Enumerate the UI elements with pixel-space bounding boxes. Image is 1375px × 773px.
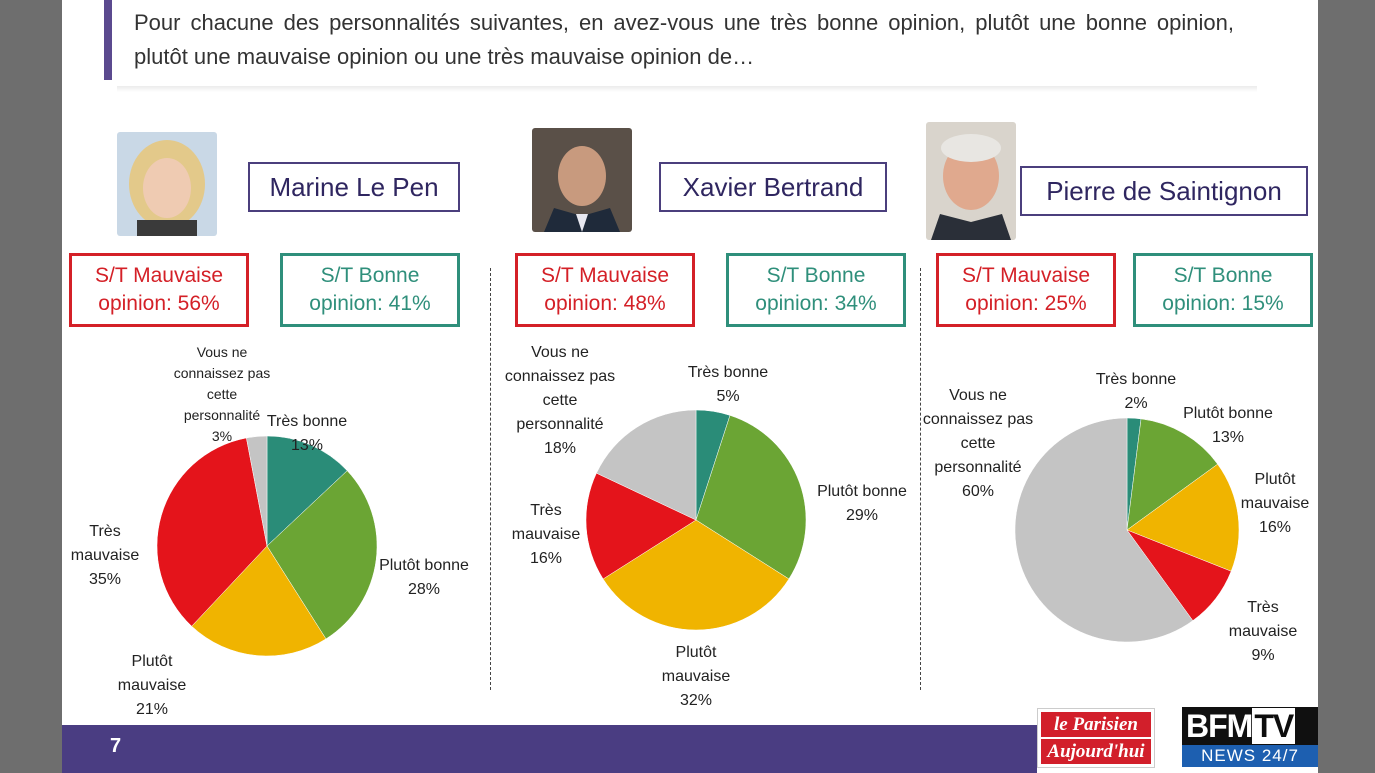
bfm-brand: BFM xyxy=(1186,708,1253,744)
pie-3-label-plutot_bonne: Plutôt bonne 13% xyxy=(1183,405,1273,446)
good-opinion-box-1: S/T Bonne opinion: 41% xyxy=(280,253,460,327)
logo-text-line-2: Aujourd'hui xyxy=(1041,739,1151,764)
pie-1-slice-tres_bonne xyxy=(266,435,348,547)
photo-pierre-de-saintignon xyxy=(926,122,1016,240)
person-name: Pierre de Saintignon xyxy=(1046,175,1282,206)
question-text: Pour chacune des personnalités suivantes… xyxy=(134,10,1234,69)
pie-1-label-plutot_mauvaise: Plutôt mauvaise 21% xyxy=(118,653,187,718)
bad-summary-line-1: S/T Mauvaise xyxy=(95,264,223,287)
pie-2-label-plutot_mauvaise: Plutôt mauvaise 32% xyxy=(662,644,731,709)
footer-band xyxy=(62,725,1037,773)
good-summary-line-1: S/T Bonne xyxy=(1173,264,1273,287)
pie-3-label-plutot_mauvaise: Plutôt mauvaise 16% xyxy=(1241,471,1310,536)
pie-2-label-plutot_bonne: Plutôt bonne 29% xyxy=(817,483,907,524)
page-number: 7 xyxy=(110,735,122,757)
name-box-xavier-bertrand: Xavier Bertrand xyxy=(659,162,887,212)
good-summary-line-2: opinion: 41% xyxy=(309,292,431,315)
le-parisien-logo: le Parisien Aujourd'hui xyxy=(1037,708,1155,768)
bad-summary-line-1: S/T Mauvaise xyxy=(962,264,1090,287)
portrait-photo-icon xyxy=(926,122,1016,240)
pie-1-slice-plutot_mauvaise xyxy=(191,545,327,657)
pie-3-label-tres_bonne: Très bonne 2% xyxy=(1096,371,1176,412)
name-box-pierre-de-saintignon: Pierre de Saintignon xyxy=(1020,166,1308,216)
portrait-photo-icon xyxy=(532,128,632,232)
good-summary-line-1: S/T Bonne xyxy=(766,264,866,287)
pie-charts: Très bonne 13% Plutôt bonne 28% Plutôt mauvai… xyxy=(71,344,1310,718)
good-opinion-box-3: S/T Bonne opinion: 15% xyxy=(1133,253,1313,327)
bad-summary-line-2: opinion: 48% xyxy=(544,292,666,315)
logo-text-line-1: le Parisien xyxy=(1041,712,1151,737)
bad-opinion-box-1: S/T Mauvaise opinion: 56% xyxy=(69,253,249,327)
bad-summary-line-2: opinion: 56% xyxy=(98,292,220,315)
pie-2-slice-plutot_bonne xyxy=(695,415,807,580)
slide: Pour chacune des personnalités suivantes… xyxy=(62,0,1318,773)
pie-2-slice-plutot_mauvaise xyxy=(602,519,790,631)
pie-2-label-inconnu: Vous ne connaissez pas cette personnalité 18… xyxy=(505,344,615,457)
bad-summary-line-1: S/T Mauvaise xyxy=(541,264,669,287)
pie-3-slice-plutot_mauvaise xyxy=(1126,463,1240,572)
pie-2-slice-inconnu xyxy=(596,409,697,521)
bad-summary-line-2: opinion: 25% xyxy=(965,292,1087,315)
bad-opinion-box-3: S/T Mauvaise opinion: 25% xyxy=(936,253,1116,327)
portrait-photo-icon xyxy=(117,132,217,236)
pie-1-slice-plutot_bonne xyxy=(266,470,378,640)
pie-1-label-tres_bonne: Très bonne 13% xyxy=(267,413,347,454)
pie-3-slice-inconnu xyxy=(1014,417,1194,643)
column-divider-2 xyxy=(920,268,921,690)
pie-1-slice-tres_mauvaise xyxy=(156,437,268,627)
person-name: Xavier Bertrand xyxy=(682,171,864,202)
good-summary-line-1: S/T Bonne xyxy=(320,264,420,287)
column-divider-1 xyxy=(490,268,491,690)
pie-2-label-tres_bonne: Très bonne 5% xyxy=(688,364,768,405)
accent-bar xyxy=(104,0,112,80)
good-opinion-box-2: S/T Bonne opinion: 34% xyxy=(726,253,906,327)
bad-opinion-box-2: S/T Mauvaise opinion: 48% xyxy=(515,253,695,327)
good-summary-line-2: opinion: 15% xyxy=(1162,292,1284,315)
pie-3-slice-plutot_bonne xyxy=(1126,418,1218,531)
name-box-marine-le-pen: Marine Le Pen xyxy=(248,162,460,212)
pie-3-label-tres_mauvaise: Très mauvaise 9% xyxy=(1229,599,1298,664)
pie-2-label-tres_mauvaise: Très mauvaise 16% xyxy=(512,502,581,567)
person-name: Marine Le Pen xyxy=(269,171,439,202)
pie-1-slice-inconnu xyxy=(246,435,268,547)
photo-xavier-bertrand xyxy=(532,128,632,232)
pie-1-label-tres_mauvaise: Très mauvaise 35% xyxy=(71,523,140,588)
bfm-subtitle: NEWS 24/7 xyxy=(1182,745,1318,767)
good-summary-line-2: opinion: 34% xyxy=(755,292,877,315)
pie-2-slice-tres_mauvaise xyxy=(585,472,697,580)
pie-1-label-plutot_bonne: Plutôt bonne 28% xyxy=(379,557,469,598)
header-shadow xyxy=(117,86,1257,92)
pie-3-label-inconnu: Vous ne connaissez pas cette personnalité 60… xyxy=(923,387,1033,500)
pie-1-label-inconnu: Vous ne connaissez pas cette personnalité 3% xyxy=(174,344,271,444)
bfm-tv: TV xyxy=(1252,708,1296,744)
photo-marine-le-pen xyxy=(117,132,217,236)
bfmtv-logo: BFMTV NEWS 24/7 xyxy=(1182,707,1318,767)
